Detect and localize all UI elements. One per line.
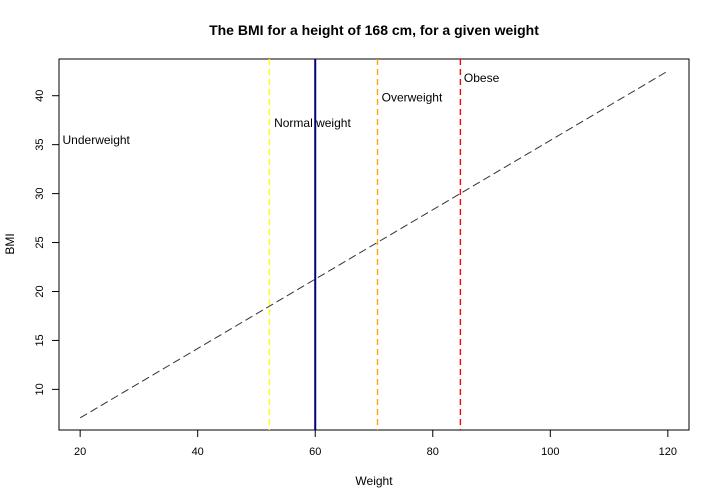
y-axis: 10 15 20 25 30 35 40 (34, 90, 60, 396)
annotation-3: Obese (464, 71, 500, 85)
annotation-2: Overweight (382, 91, 443, 105)
y-tick-label-30: 30 (34, 187, 46, 199)
chart-title: The BMI for a height of 168 cm, for a gi… (209, 22, 539, 38)
bmi-series (79, 70, 669, 419)
y-axis-label: BMI (3, 233, 17, 254)
y-tick-label-15: 15 (34, 334, 46, 346)
x-tick-label-40: 40 (192, 446, 204, 458)
annotation-0: Underweight (63, 133, 131, 147)
x-tick-label-20: 20 (74, 446, 86, 458)
y-tick-label-25: 25 (34, 236, 46, 248)
x-axis: 20 40 60 80 100 120 (74, 429, 677, 458)
y-tick-label-35: 35 (34, 139, 46, 151)
x-tick-label-60: 60 (309, 446, 321, 458)
series-line-0 (79, 70, 669, 419)
x-tick-label-80: 80 (427, 446, 439, 458)
y-tick-label-40: 40 (34, 90, 46, 102)
category-annotations: Underweight Normal weight Overweight Obese (63, 71, 500, 147)
x-tick-label-120: 120 (659, 446, 677, 458)
annotation-1: Normal weight (274, 116, 351, 130)
y-tick-label-10: 10 (34, 383, 46, 395)
category-threshold-lines (268, 59, 462, 430)
x-axis-label: Weight (355, 474, 393, 488)
y-tick-label-20: 20 (34, 285, 46, 297)
x-tick-label-100: 100 (541, 446, 559, 458)
